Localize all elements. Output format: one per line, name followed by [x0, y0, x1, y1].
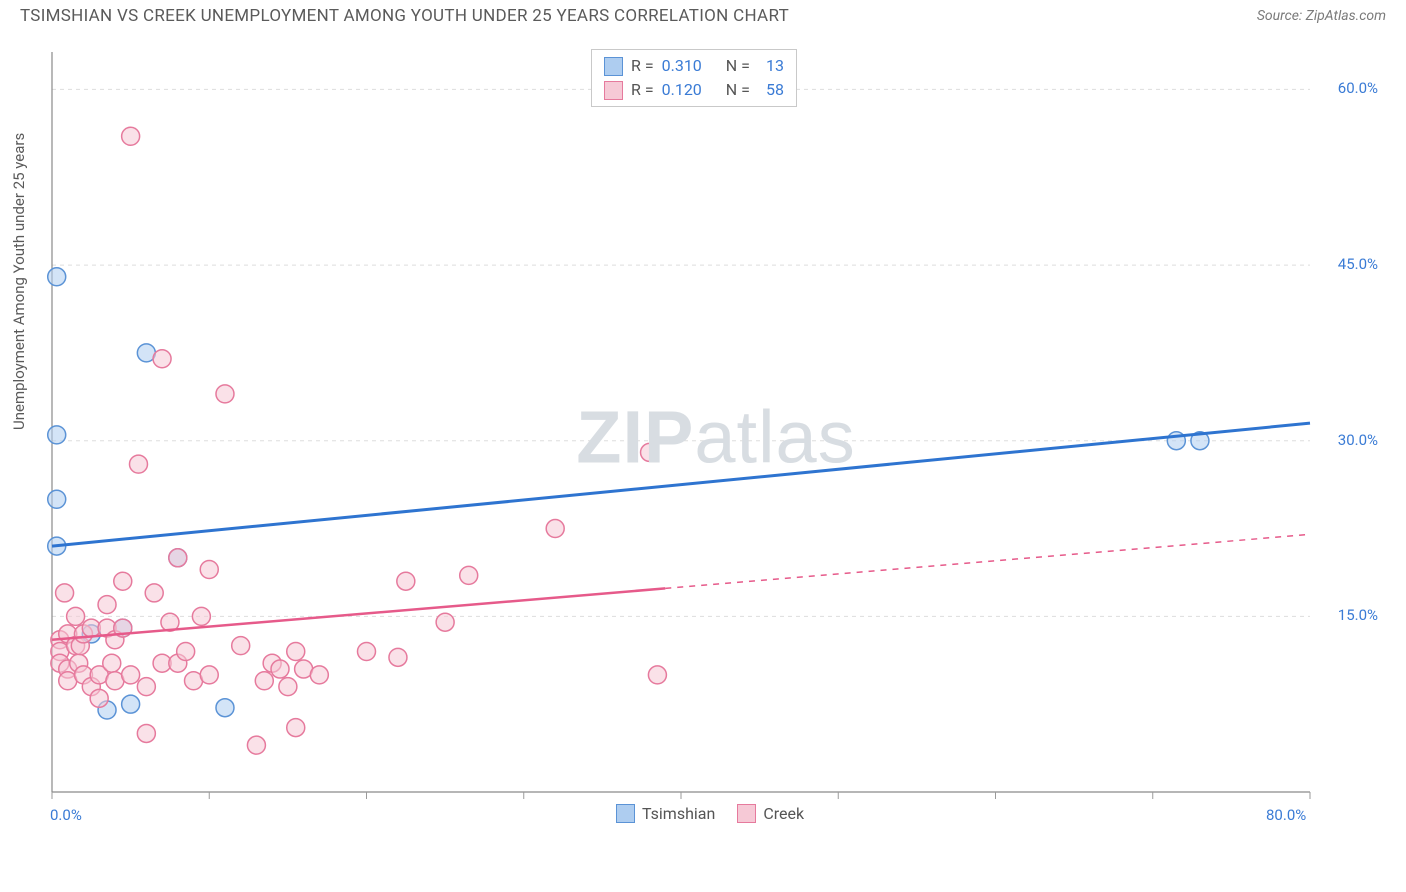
- data-point: [271, 660, 289, 678]
- data-point: [192, 607, 210, 625]
- data-point: [200, 561, 218, 579]
- legend-swatch: [737, 804, 756, 823]
- legend-item: Tsimshian: [616, 804, 715, 823]
- y-axis-label: Unemployment Among Youth under 25 years: [10, 133, 28, 430]
- y-tick-label: 15.0%: [1338, 606, 1378, 624]
- data-point: [98, 596, 116, 614]
- stat-r-value: 0.120: [662, 78, 702, 102]
- legend-stats-row: R = 0.310 N = 13: [604, 54, 784, 78]
- stat-n-value: 13: [758, 54, 784, 78]
- data-point: [90, 689, 108, 707]
- trend-line: [52, 588, 665, 639]
- legend-stats-row: R = 0.120 N = 58: [604, 78, 784, 102]
- legend-swatch: [604, 57, 623, 76]
- stat-r-value: 0.310: [662, 54, 702, 78]
- data-point: [287, 719, 305, 737]
- stat-n-label: N =: [726, 54, 750, 78]
- legend-series: Tsimshian Creek: [616, 804, 804, 823]
- data-point: [137, 724, 155, 742]
- data-point: [114, 572, 132, 590]
- data-point: [56, 584, 74, 602]
- data-point: [129, 455, 147, 473]
- legend-item: Creek: [737, 804, 804, 823]
- legend-label: Tsimshian: [642, 804, 715, 823]
- data-point: [216, 385, 234, 403]
- y-tick-label: 30.0%: [1338, 431, 1378, 449]
- data-point: [216, 699, 234, 717]
- data-point: [169, 549, 187, 567]
- data-point: [232, 637, 250, 655]
- data-point: [145, 584, 163, 602]
- data-point: [137, 678, 155, 696]
- data-point: [247, 736, 265, 754]
- data-point: [460, 566, 478, 584]
- stat-n-value: 58: [758, 78, 784, 102]
- legend-label: Creek: [763, 804, 804, 823]
- plot-container: ZIPatlas R =0.310N =13R =0.120N =58 Tsim…: [46, 46, 1386, 836]
- data-point: [122, 666, 140, 684]
- stat-n-label: N =: [726, 78, 750, 102]
- data-point: [641, 443, 659, 461]
- data-point: [255, 672, 273, 690]
- data-point: [48, 268, 66, 286]
- trend-line-dashed: [665, 534, 1310, 588]
- scatter-plot: [46, 46, 1386, 836]
- data-point: [389, 648, 407, 666]
- data-point: [177, 642, 195, 660]
- stat-r-label: R =: [631, 78, 654, 102]
- data-point: [122, 695, 140, 713]
- data-point: [310, 666, 328, 684]
- legend-swatch: [604, 81, 623, 100]
- data-point: [287, 642, 305, 660]
- x-tick-label: 0.0%: [50, 806, 82, 824]
- legend-swatch: [616, 804, 635, 823]
- stat-r-label: R =: [631, 54, 654, 78]
- x-tick-label: 80.0%: [1266, 806, 1306, 824]
- data-point: [48, 490, 66, 508]
- data-point: [279, 678, 297, 696]
- source-attribution: Source: ZipAtlas.com: [1257, 8, 1386, 24]
- y-tick-label: 60.0%: [1338, 79, 1378, 97]
- data-point: [436, 613, 454, 631]
- trend-line: [52, 423, 1310, 546]
- title-bar: TSIMSHIAN VS CREEK UNEMPLOYMENT AMONG YO…: [0, 0, 1406, 30]
- y-tick-label: 45.0%: [1338, 255, 1378, 273]
- data-point: [122, 127, 140, 145]
- data-point: [67, 607, 85, 625]
- data-point: [48, 426, 66, 444]
- legend-stats-box: R = 0.310 N = 13 R = 0.120 N = 58: [591, 49, 797, 107]
- chart-title: TSIMSHIAN VS CREEK UNEMPLOYMENT AMONG YO…: [20, 6, 789, 26]
- data-point: [200, 666, 218, 684]
- data-point: [546, 520, 564, 538]
- data-point: [103, 654, 121, 672]
- data-point: [397, 572, 415, 590]
- data-point: [648, 666, 666, 684]
- data-point: [358, 642, 376, 660]
- data-point: [153, 350, 171, 368]
